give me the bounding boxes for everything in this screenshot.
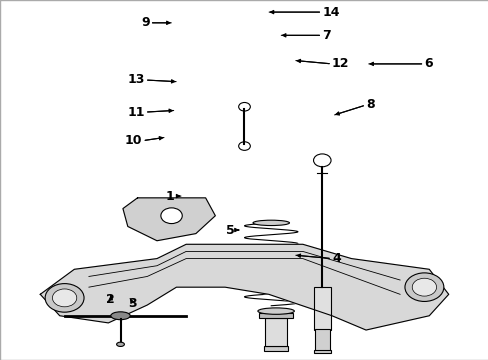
Ellipse shape [257,308,294,314]
Bar [264,346,287,351]
Circle shape [45,284,84,312]
Text: 8: 8 [366,99,374,112]
Bar [314,329,329,351]
Text: 6: 6 [424,57,432,71]
Bar [259,313,292,318]
Text: 4: 4 [331,252,340,265]
Text: 9: 9 [141,16,149,29]
Text: 10: 10 [124,134,142,147]
Text: 1: 1 [165,190,174,203]
Text: 14: 14 [322,6,339,19]
Circle shape [161,208,182,224]
Text: 2: 2 [106,293,115,306]
Ellipse shape [116,342,124,346]
Text: 7: 7 [322,29,330,42]
Text: 11: 11 [127,105,144,119]
Text: 3: 3 [128,297,137,310]
Polygon shape [40,244,448,330]
Bar [313,287,330,330]
Ellipse shape [252,220,289,226]
Text: 5: 5 [225,224,234,237]
Text: 13: 13 [127,73,144,86]
Text: 12: 12 [331,57,349,71]
Circle shape [404,273,443,301]
Ellipse shape [111,312,130,320]
Circle shape [411,278,436,296]
Circle shape [52,289,77,307]
Polygon shape [122,198,215,241]
Bar [313,350,330,353]
Bar [265,318,286,346]
